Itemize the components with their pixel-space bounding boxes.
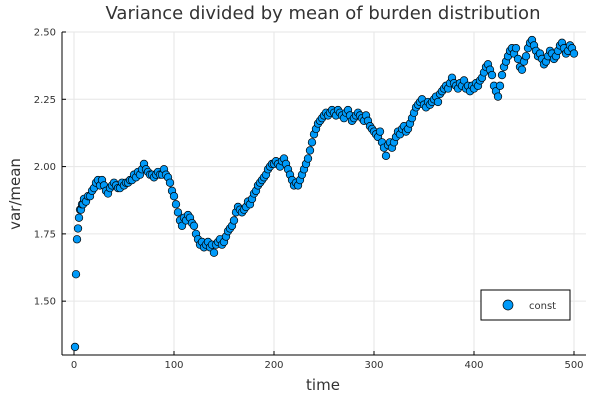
x-axis-label: time xyxy=(306,376,340,394)
data-point xyxy=(307,138,317,147)
data-point xyxy=(375,127,385,136)
x-tick-label: 300 xyxy=(364,360,383,371)
data-point xyxy=(511,44,521,53)
data-point xyxy=(517,65,527,74)
x-tick-label: 400 xyxy=(464,360,483,371)
data-point xyxy=(381,151,391,160)
legend-label: const xyxy=(529,301,556,312)
chart-title: Variance divided by mean of burden distr… xyxy=(106,3,541,24)
y-tick-label: 2.50 xyxy=(34,28,56,39)
data-point xyxy=(303,154,313,163)
data-point xyxy=(209,248,219,257)
data-point xyxy=(72,235,82,244)
y-tick-label: 2.25 xyxy=(34,95,56,106)
data-point xyxy=(71,270,81,279)
data-point xyxy=(493,92,503,101)
x-tick-label: 100 xyxy=(164,360,183,371)
x-tick-label: 0 xyxy=(71,360,77,371)
data-point xyxy=(165,178,175,187)
data-point xyxy=(171,200,181,209)
x-tick-label: 500 xyxy=(564,360,583,371)
data-point xyxy=(305,146,315,155)
data-point xyxy=(569,49,579,58)
data-point xyxy=(487,70,497,80)
data-point xyxy=(74,213,84,222)
y-tick-label: 1.50 xyxy=(34,297,56,308)
axes xyxy=(61,31,586,356)
y-tick-label: 2.00 xyxy=(34,162,56,173)
data-point xyxy=(495,81,505,90)
y-axis-label: var/mean xyxy=(6,158,24,230)
data-point xyxy=(521,52,531,61)
x-tick-label: 200 xyxy=(264,360,283,371)
tick-labels: 0 100 200 300 400 500 1.50 1.75 2.00 2.25 2.50 xyxy=(34,28,584,372)
legend-marker xyxy=(502,299,514,311)
legend: const xyxy=(480,289,571,321)
data-point xyxy=(169,192,179,201)
data-points xyxy=(70,35,579,352)
data-point xyxy=(73,224,83,233)
data-point xyxy=(433,97,443,107)
data-point xyxy=(189,221,199,230)
legend-box xyxy=(480,289,571,321)
data-point xyxy=(70,342,80,352)
data-point xyxy=(173,208,183,217)
y-tick-label: 1.75 xyxy=(34,229,56,240)
data-point xyxy=(229,216,239,225)
data-point xyxy=(497,70,507,80)
